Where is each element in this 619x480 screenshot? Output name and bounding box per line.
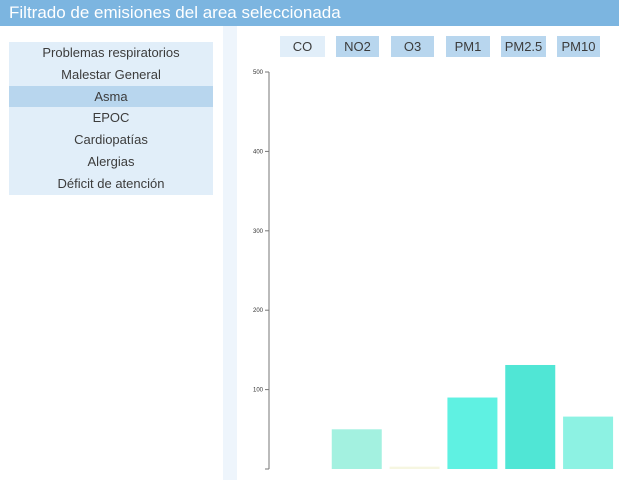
disease-filter-list: Problemas respiratorios Malestar General A… bbox=[9, 42, 213, 195]
bar-pm10 bbox=[563, 416, 614, 469]
y-tick-label: 200 bbox=[253, 308, 264, 314]
tab-pm25[interactable]: PM2.5 bbox=[501, 36, 546, 57]
y-tick-label: 500 bbox=[253, 70, 264, 76]
bar-pm1 bbox=[447, 397, 498, 469]
y-tick-label: 400 bbox=[253, 149, 264, 155]
chart-panel bbox=[237, 26, 619, 480]
tab-no2[interactable]: NO2 bbox=[336, 36, 379, 57]
bar-no2 bbox=[331, 429, 382, 469]
tab-o3[interactable]: O3 bbox=[391, 36, 434, 57]
panel-divider bbox=[223, 26, 237, 480]
tab-pm10[interactable]: PM10 bbox=[557, 36, 600, 57]
sidebar-item[interactable]: Malestar General bbox=[9, 63, 213, 86]
bar-pm25 bbox=[505, 364, 556, 469]
sidebar-item[interactable]: Déficit de atención bbox=[9, 172, 213, 195]
y-tick-label: 300 bbox=[253, 229, 264, 235]
sidebar-item[interactable]: Asma bbox=[9, 85, 213, 108]
page-title: Filtrado de emisiones del area seleccion… bbox=[0, 0, 619, 26]
sidebar-item[interactable]: EPOC bbox=[9, 107, 213, 130]
sidebar-item[interactable]: Problemas respiratorios bbox=[9, 42, 213, 64]
bar-o3 bbox=[389, 466, 440, 469]
tab-pm1[interactable]: PM1 bbox=[446, 36, 490, 57]
sidebar-item[interactable]: Cardiopatías bbox=[9, 129, 213, 151]
y-tick-label: 100 bbox=[253, 388, 264, 394]
tab-co[interactable]: CO bbox=[280, 36, 325, 57]
sidebar-item[interactable]: Alergias bbox=[9, 150, 213, 173]
